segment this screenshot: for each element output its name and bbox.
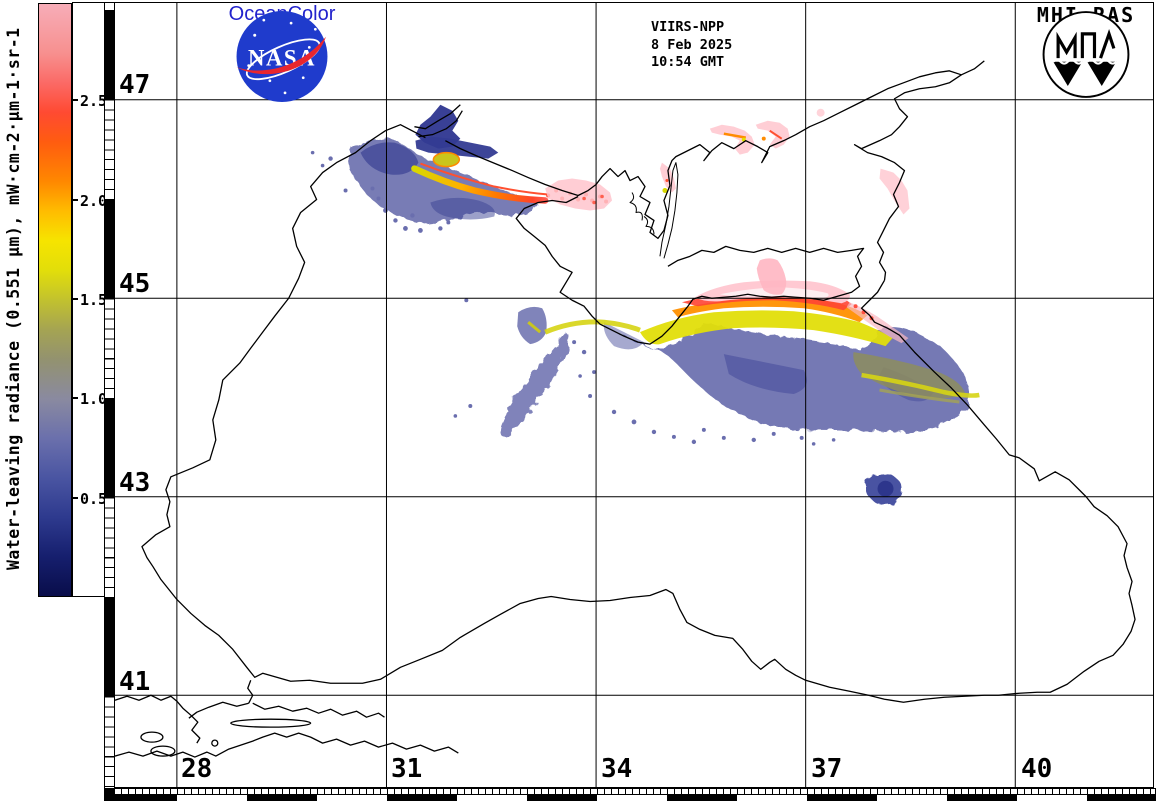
plume-dnieper-estuary bbox=[310, 104, 613, 303]
lat-label-45: 45 bbox=[119, 269, 151, 299]
mhi-ras-logo-icon bbox=[1042, 11, 1130, 98]
mhi-ras-panel: MHI RAS bbox=[1017, 3, 1155, 100]
colorbar-gradient bbox=[38, 3, 72, 597]
plume-isolated-patch bbox=[865, 473, 902, 504]
map-svg bbox=[115, 3, 1153, 787]
ruler-corner bbox=[104, 788, 113, 801]
acquisition-panel: VIIRS-NPP 8 Feb 2025 10:54 GMT bbox=[597, 3, 807, 100]
satellite-name: VIIRS-NPP bbox=[651, 19, 725, 35]
lon-label-31: 31 bbox=[391, 754, 423, 784]
plume-crimea-caucasus bbox=[453, 258, 980, 446]
colorbar-tick-label: 1.0 bbox=[80, 390, 108, 408]
longitude-degree-bar bbox=[113, 794, 1156, 801]
colorbar-tick-label: 1.5 bbox=[80, 291, 108, 309]
lon-label-37: 37 bbox=[811, 754, 843, 784]
acquisition-date: 8 Feb 2025 bbox=[651, 36, 733, 53]
colorbar-tick bbox=[73, 99, 78, 101]
lat-label-47: 47 bbox=[119, 70, 151, 100]
map-canvas: 47 45 43 41 28 31 34 37 40 NASA OceanCol… bbox=[114, 2, 1154, 788]
nasa-logo-icon: NASA bbox=[236, 11, 328, 102]
radiance-plumes bbox=[310, 104, 980, 504]
colorbar-tick-label: 2.5 bbox=[80, 92, 108, 110]
colorbar-tick-label: 0.5 bbox=[80, 490, 108, 508]
nasa-oceancolor-panel: NASA OceanColor bbox=[177, 3, 387, 102]
lat-label-41: 41 bbox=[119, 667, 151, 697]
colorbar-tick bbox=[73, 298, 78, 300]
plume-scatter-dots bbox=[453, 340, 836, 446]
grid-lines bbox=[115, 3, 1153, 787]
colorbar-axis-label: Water-leaving radiance (0.551 μm), mW·cm… bbox=[4, 27, 23, 571]
colorbar-tick bbox=[73, 199, 78, 201]
colorbar-tick-label: 2.0 bbox=[80, 192, 108, 210]
coastline bbox=[115, 60, 1136, 758]
lon-label-40: 40 bbox=[1021, 754, 1053, 784]
colorbar-scale: 2.5 2.0 1.5 1.0 0.5 bbox=[72, 2, 107, 597]
lon-label-28: 28 bbox=[181, 754, 213, 784]
plume-azov-wisps bbox=[659, 108, 910, 215]
acquisition-time: 10:54 GMT bbox=[651, 54, 725, 70]
lat-label-43: 43 bbox=[119, 468, 151, 498]
colorbar-tick bbox=[73, 497, 78, 499]
colorbar-tick bbox=[73, 397, 78, 399]
lon-label-34: 34 bbox=[601, 754, 633, 784]
